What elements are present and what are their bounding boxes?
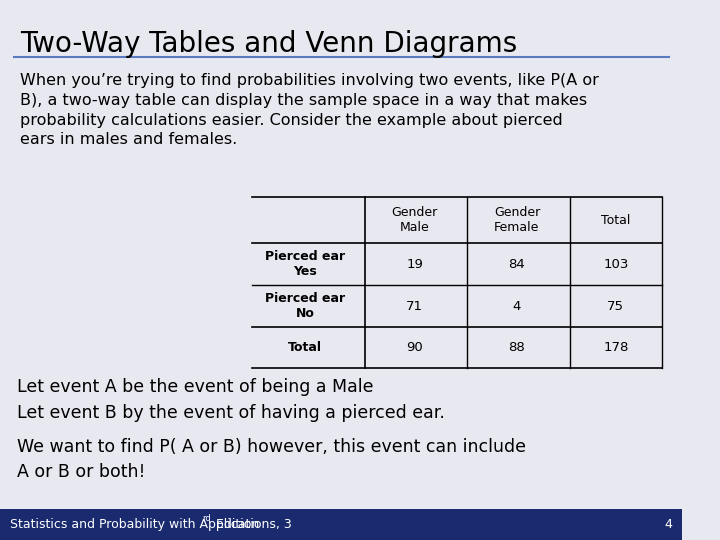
Text: 71: 71 — [406, 300, 423, 313]
Text: Gender
Male: Gender Male — [392, 206, 438, 234]
Text: 103: 103 — [603, 258, 629, 271]
Text: Total: Total — [601, 213, 631, 227]
Text: 84: 84 — [508, 258, 526, 271]
Text: Total: Total — [289, 341, 323, 354]
Text: When you’re trying to find probabilities involving two events, like P(A or
B), a: When you’re trying to find probabilities… — [20, 73, 599, 147]
Text: Let event B by the event of having a pierced ear.: Let event B by the event of having a pie… — [17, 404, 445, 422]
FancyBboxPatch shape — [0, 509, 683, 540]
Text: 19: 19 — [406, 258, 423, 271]
Text: We want to find P( A or B) however, this event can include
A or B or both!: We want to find P( A or B) however, this… — [17, 438, 526, 482]
Text: 4: 4 — [665, 518, 672, 531]
Text: Let event A be the event of being a Male: Let event A be the event of being a Male — [17, 378, 374, 396]
Text: 90: 90 — [406, 341, 423, 354]
Text: Pierced ear
Yes: Pierced ear Yes — [265, 250, 346, 278]
Text: Statistics and Probability with Applications, 3: Statistics and Probability with Applicat… — [10, 518, 292, 531]
Text: Two-Way Tables and Venn Diagrams: Two-Way Tables and Venn Diagrams — [20, 30, 518, 58]
Text: Edition: Edition — [212, 518, 258, 531]
Text: Gender
Female: Gender Female — [494, 206, 540, 234]
Text: rd: rd — [202, 515, 212, 523]
Text: 88: 88 — [508, 341, 526, 354]
Text: 4: 4 — [513, 300, 521, 313]
Text: 178: 178 — [603, 341, 629, 354]
Text: Pierced ear
No: Pierced ear No — [265, 292, 346, 320]
Text: 75: 75 — [608, 300, 624, 313]
